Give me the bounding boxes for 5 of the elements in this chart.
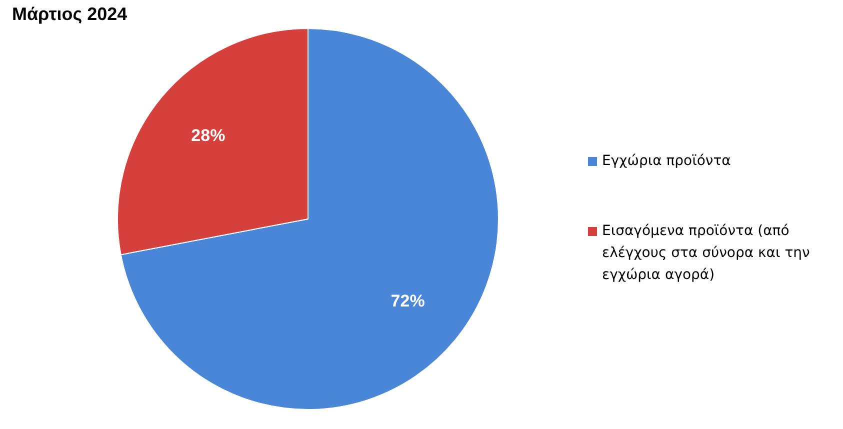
legend-label: Εγχώρια προϊόντα <box>602 152 731 171</box>
legend-label: Εισαγόμενα προϊόντα (από ελέγχους στα σύνορα και την εγχώρια αγορά) <box>602 222 811 285</box>
chart-title: Μάρτιος 2024 <box>12 4 128 25</box>
data-label: 28% <box>191 126 226 146</box>
data-label: 72% <box>390 291 425 310</box>
